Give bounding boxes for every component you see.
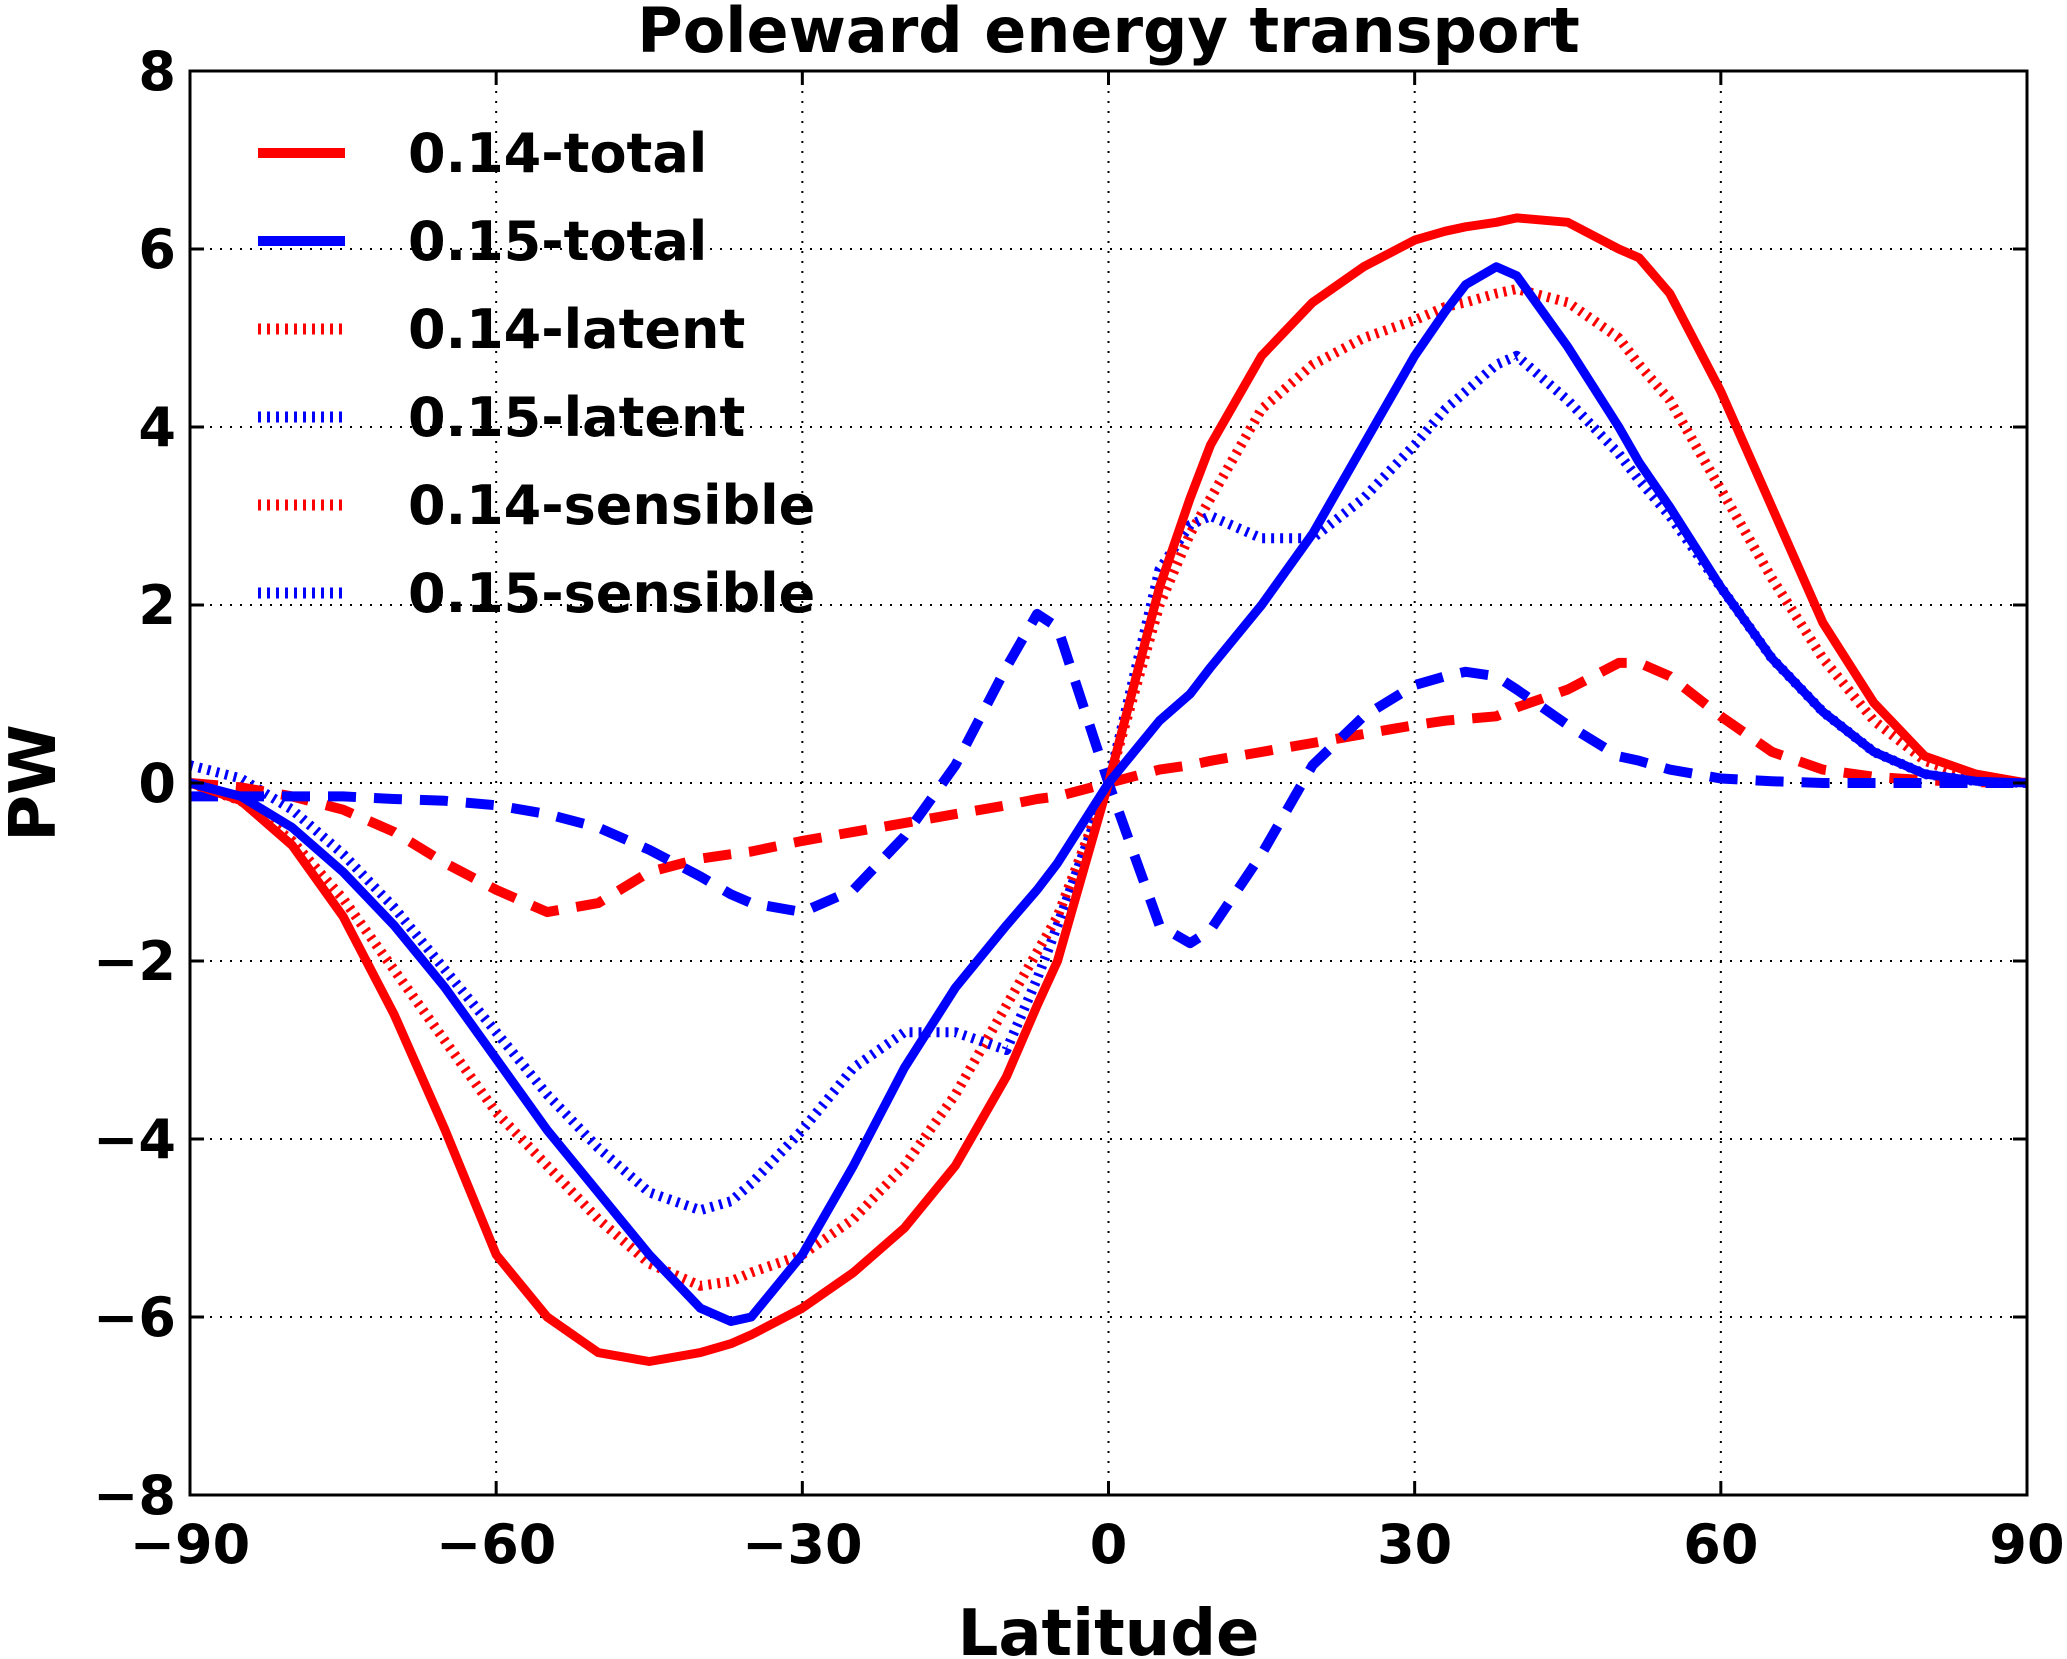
legend-label: 0.15-total [408, 210, 707, 273]
x-tick-label: −60 [436, 1513, 556, 1576]
legend: 0.14-total 0.15-total 0.14-latent 0.15-late… [258, 122, 815, 625]
y-tick-label: −8 [93, 1464, 176, 1527]
x-tick-label: 90 [1989, 1513, 2064, 1576]
chart-title: Poleward energy transport [637, 0, 1579, 67]
x-tick-label: 30 [1377, 1513, 1452, 1576]
x-tick-label: 60 [1683, 1513, 1758, 1576]
y-tick-label: −4 [93, 1108, 176, 1171]
series-group [188, 213, 2028, 1366]
y-tick-label: −6 [93, 1286, 176, 1349]
y-axis-label: PW [0, 724, 71, 842]
x-tick-label: −30 [742, 1513, 862, 1576]
y-tick-label: 8 [138, 40, 176, 103]
y-tick-label: 2 [138, 574, 176, 637]
y-tick-label: 4 [138, 396, 176, 459]
legend-label: 0.14-latent [408, 298, 745, 361]
series-line-0.15-latent [190, 608, 2027, 949]
legend-label: 0.14-sensible [408, 474, 815, 537]
y-tick-label: −2 [93, 930, 176, 993]
series-line-0.15-total [188, 262, 2028, 1326]
y-tick-label: 0 [138, 752, 176, 815]
legend-label: 0.14-total [408, 122, 707, 185]
x-tick-label: 0 [1090, 1513, 1128, 1576]
legend-label: 0.15-latent [408, 386, 745, 449]
series-line-0.15-sensible [188, 350, 2028, 1216]
y-tick-label: 6 [138, 218, 176, 281]
legend-label: 0.15-sensible [408, 562, 815, 625]
axis-ticks: −90 −60 −30 0 30 60 90 −8 −6 −4 −2 0 2 4 6 8 [93, 40, 2064, 1576]
x-axis-label: Latitude [958, 1597, 1260, 1659]
series-line-0.14-latent [189, 657, 2028, 918]
x-tick-label: −90 [130, 1513, 250, 1576]
series-line-0.14-total [188, 213, 2028, 1366]
